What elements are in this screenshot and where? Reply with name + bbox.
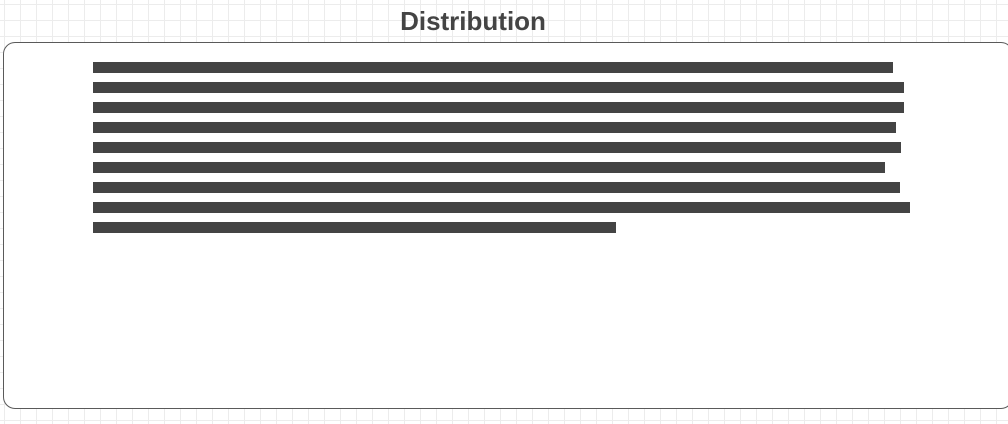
redacted-text-line [93, 82, 904, 93]
diagram-title: Distribution [400, 6, 546, 36]
redacted-text-line [93, 222, 616, 233]
redacted-text-line [93, 202, 910, 213]
redacted-text-line [93, 122, 896, 133]
content-frame [3, 42, 1008, 409]
redacted-text-block [4, 43, 1008, 408]
redacted-text-line [93, 162, 885, 173]
redacted-text-line [93, 102, 904, 113]
redacted-text-line [93, 182, 900, 193]
redacted-text-line [93, 142, 901, 153]
redacted-text-line [93, 62, 893, 73]
